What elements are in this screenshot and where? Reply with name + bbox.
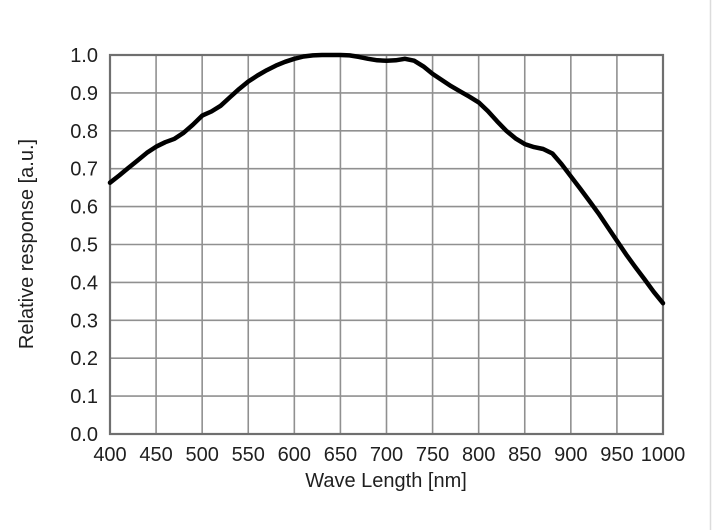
tick-labels-layer: 400 450 500 550 600 650 700 750 800 850 900 950 1000… <box>70 45 685 466</box>
x-tick-label: 650 <box>324 444 357 466</box>
x-tick-label: 600 <box>278 444 311 466</box>
y-tick-label: 0.9 <box>70 83 98 105</box>
grid-layer <box>109 54 664 435</box>
x-axis-title: Wave Length [nm] <box>305 470 467 492</box>
y-tick-label: 0.2 <box>70 348 98 370</box>
y-tick-label: 0.1 <box>70 386 98 408</box>
y-tick-label: 0.5 <box>70 235 98 257</box>
y-tick-label: 0.0 <box>70 424 98 446</box>
x-tick-label: 450 <box>139 444 172 466</box>
y-tick-label: 0.6 <box>70 197 98 219</box>
curve-layer <box>107 52 666 306</box>
y-tick-label: 0.8 <box>70 121 98 143</box>
plot-border <box>108 53 665 436</box>
y-tick-label: 0.3 <box>70 310 98 332</box>
x-tick-label: 900 <box>554 444 587 466</box>
plot-frame <box>108 53 665 436</box>
x-tick-label: 1000 <box>641 444 686 466</box>
response-curve <box>107 52 666 306</box>
x-tick-label: 550 <box>232 444 265 466</box>
x-tick-label: 750 <box>416 444 449 466</box>
y-tick-label: 0.7 <box>70 159 98 181</box>
x-tick-label: 400 <box>93 444 126 466</box>
x-tick-label: 800 <box>462 444 495 466</box>
y-tick-label: 1.0 <box>70 45 98 67</box>
x-tick-label: 500 <box>185 444 218 466</box>
y-tick-label: 0.4 <box>70 272 98 294</box>
x-tick-label: 700 <box>370 444 403 466</box>
y-axis-title: Relative response [a.u.] <box>16 139 38 349</box>
x-tick-label: 950 <box>600 444 633 466</box>
x-tick-label: 850 <box>508 444 541 466</box>
